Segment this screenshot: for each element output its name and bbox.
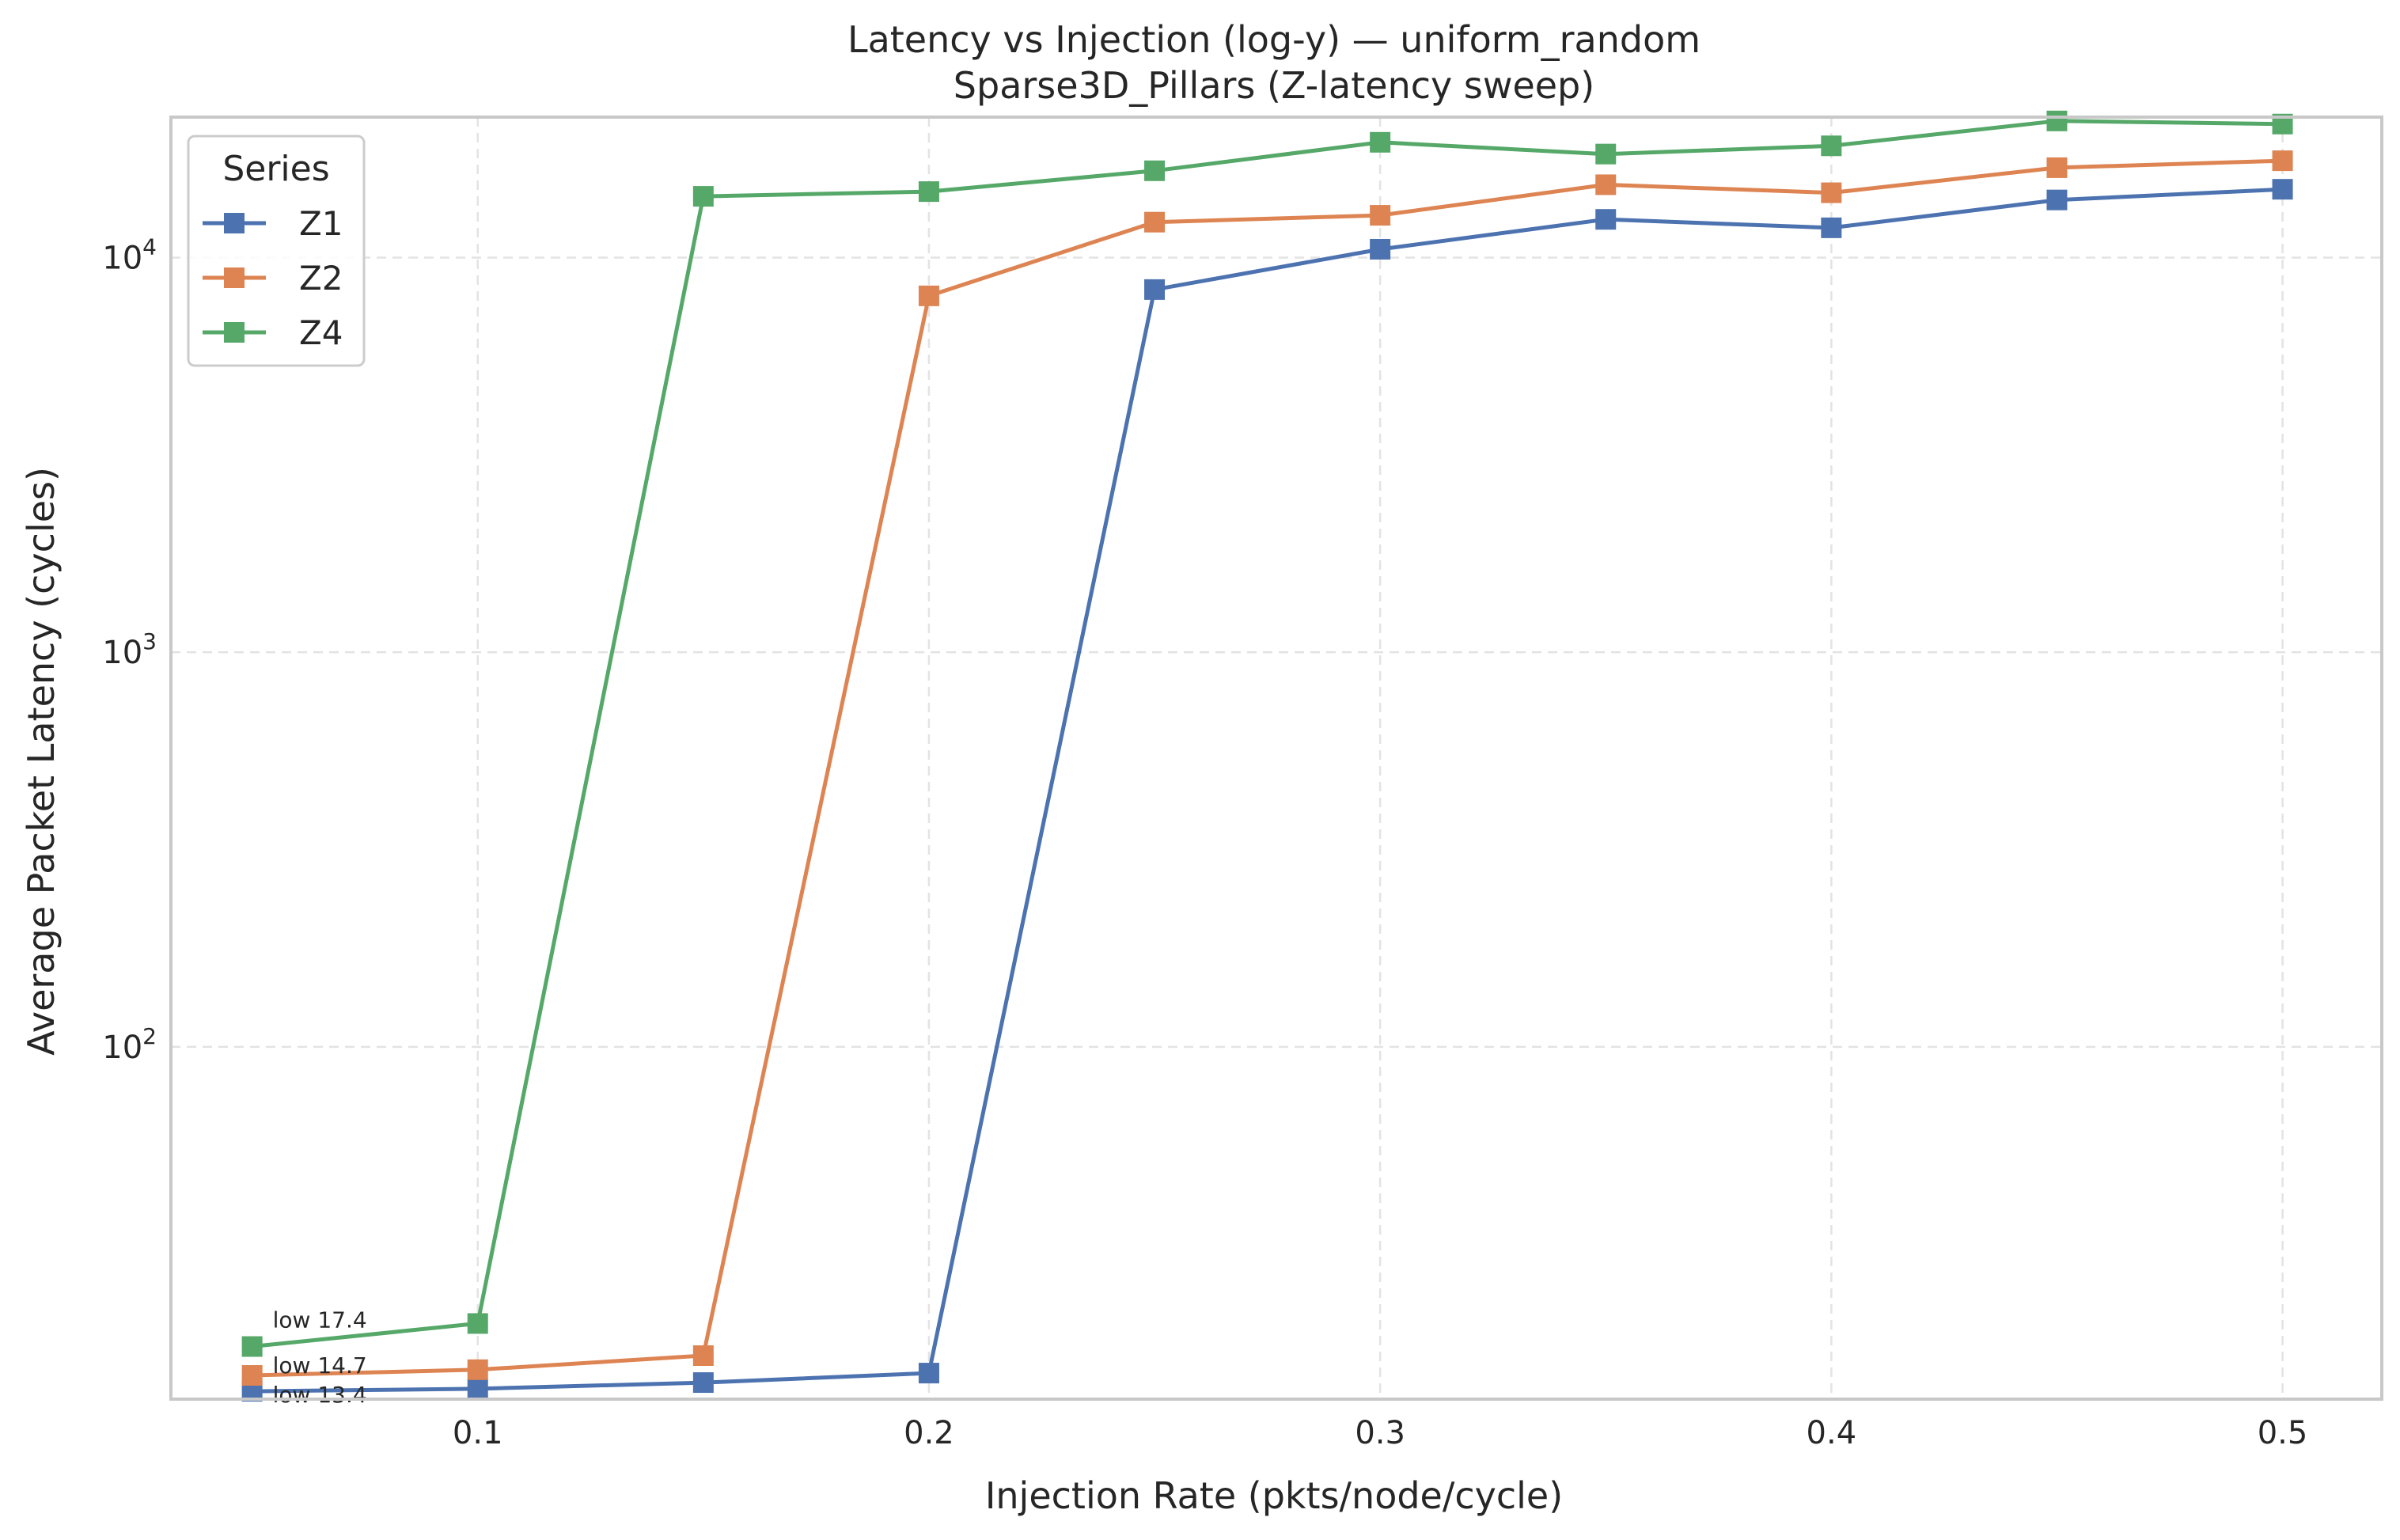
series-line-z4 (252, 119, 2283, 1348)
data-point (918, 1363, 939, 1384)
legend: Series Z1 Z2 Z4 (187, 135, 366, 367)
x-tick-label: 0.4 (1807, 1415, 1857, 1451)
legend-label: Z1 (299, 204, 343, 243)
x-tick-label: 0.5 (2258, 1415, 2308, 1451)
legend-label: Z4 (299, 313, 343, 352)
data-point (2046, 110, 2068, 131)
data-point (241, 1365, 263, 1386)
data-point (467, 1313, 488, 1334)
data-point (918, 285, 939, 306)
x-tick-label: 0.3 (1355, 1415, 1405, 1451)
chart-subtitle: Sparse3D_Pillars (Z-latency sweep) (954, 64, 1594, 107)
data-point (1370, 131, 1391, 153)
data-point (1595, 143, 1617, 165)
series-line-z1 (252, 187, 2283, 1394)
low-value-annotation: low 14.7 (273, 1352, 367, 1379)
low-value-annotation: low 13.4 (273, 1382, 367, 1408)
data-point (918, 181, 939, 203)
plot-frame (169, 116, 2383, 1401)
data-point (692, 1372, 714, 1394)
data-point (692, 1345, 714, 1367)
series-z4 (241, 110, 2293, 1357)
data-point (241, 1336, 263, 1357)
axis-ticks: 0.1 0.2 0.3 0.4 0.5 102 103 104 (102, 234, 2307, 1451)
data-point (2046, 157, 2068, 178)
data-point (1821, 135, 1842, 157)
low-value-annotation: low 17.4 (273, 1307, 367, 1333)
data-point (467, 1359, 488, 1380)
data-point (2046, 189, 2068, 211)
data-point (2272, 150, 2293, 172)
data-point (1370, 205, 1391, 226)
chart-title: Latency vs Injection (log-y) — uniform_r… (847, 18, 1700, 61)
legend-swatch-marker (224, 267, 245, 288)
y-tick-label: 102 (102, 1023, 157, 1066)
y-tick-label: 103 (102, 628, 157, 671)
data-point (1821, 217, 1842, 238)
data-point (1144, 160, 1166, 181)
legend-swatch-marker (224, 322, 245, 343)
data-point (1144, 211, 1166, 233)
data-point (692, 186, 714, 207)
x-axis-label: Injection Rate (pkts/node/cycle) (985, 1474, 1563, 1517)
data-point (1144, 279, 1166, 300)
legend-swatch-marker (224, 213, 245, 233)
legend-label: Z2 (299, 259, 343, 298)
data-point (1595, 209, 1617, 230)
series-z2 (241, 150, 2293, 1386)
legend-title: Series (222, 149, 329, 189)
data-point (467, 1378, 488, 1399)
x-tick-label: 0.2 (904, 1415, 954, 1451)
series-layer (241, 110, 2293, 1402)
y-tick-label: 104 (102, 234, 157, 277)
y-axis-label: Average Packet Latency (cycles) (20, 467, 63, 1056)
legend-box (187, 135, 366, 367)
data-point (1595, 174, 1617, 195)
series-z1 (241, 179, 2293, 1402)
series-line-z2 (252, 158, 2283, 1378)
data-point (2272, 179, 2293, 200)
annotations: low 17.4 low 14.7 low 13.4 (273, 1307, 367, 1409)
grid (171, 117, 2382, 1399)
data-point (1821, 182, 1842, 203)
data-point (1370, 238, 1391, 260)
x-tick-label: 0.1 (453, 1415, 503, 1451)
